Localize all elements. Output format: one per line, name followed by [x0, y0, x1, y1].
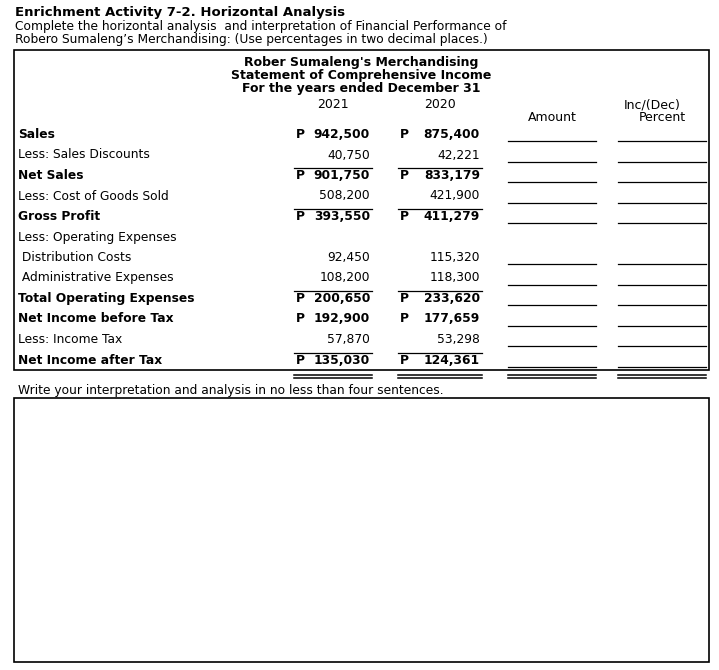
Text: For the years ended December 31: For the years ended December 31 [242, 82, 481, 95]
Text: Inc/(Dec): Inc/(Dec) [623, 98, 680, 111]
Text: Distribution Costs: Distribution Costs [18, 251, 132, 264]
Text: Sales: Sales [18, 128, 55, 141]
Text: Percent: Percent [638, 111, 685, 124]
Text: Write your interpretation and analysis in no less than four sentences.: Write your interpretation and analysis i… [18, 384, 444, 397]
Text: P: P [296, 169, 305, 182]
Text: Less: Income Tax: Less: Income Tax [18, 333, 122, 346]
Text: 177,659: 177,659 [423, 312, 480, 326]
Text: Less: Sales Discounts: Less: Sales Discounts [18, 149, 150, 161]
Text: Administrative Expenses: Administrative Expenses [18, 271, 173, 285]
Text: 42,221: 42,221 [437, 149, 480, 161]
Text: 124,361: 124,361 [424, 354, 480, 366]
Text: Robero Sumaleng’s Merchandising: (Use percentages in two decimal places.): Robero Sumaleng’s Merchandising: (Use pe… [15, 33, 487, 46]
Text: Net Income before Tax: Net Income before Tax [18, 312, 173, 326]
Text: P: P [296, 210, 305, 223]
Text: 135,030: 135,030 [313, 354, 370, 366]
Text: P: P [296, 354, 305, 366]
Bar [14, 50, 709, 370]
Text: 833,179: 833,179 [424, 169, 480, 182]
Text: 40,750: 40,750 [327, 149, 370, 161]
Text: P: P [400, 210, 409, 223]
Text: 108,200: 108,200 [319, 271, 370, 285]
Text: 942,500: 942,500 [313, 128, 370, 141]
Text: Net Sales: Net Sales [18, 169, 83, 182]
Text: Enrichment Activity 7-2. Horizontal Analysis: Enrichment Activity 7-2. Horizontal Anal… [15, 6, 345, 19]
Text: Net Income after Tax: Net Income after Tax [18, 354, 162, 366]
Text: 115,320: 115,320 [429, 251, 480, 264]
Text: 393,550: 393,550 [314, 210, 370, 223]
Text: 57,870: 57,870 [327, 333, 370, 346]
Text: P: P [400, 169, 409, 182]
Text: Rober Sumaleng's Merchandising: Rober Sumaleng's Merchandising [244, 56, 479, 69]
Text: 233,620: 233,620 [424, 292, 480, 305]
Text: P: P [296, 312, 305, 326]
Text: 508,200: 508,200 [319, 190, 370, 202]
Text: P: P [296, 128, 305, 141]
Text: P: P [400, 128, 409, 141]
Text: 53,298: 53,298 [437, 333, 480, 346]
Text: 875,400: 875,400 [423, 128, 480, 141]
Text: Statement of Comprehensive Income: Statement of Comprehensive Income [232, 69, 492, 82]
Text: Less: Operating Expenses: Less: Operating Expenses [18, 230, 177, 243]
Text: Complete the horizontal analysis  and interpretation of Financial Performance of: Complete the horizontal analysis and int… [15, 20, 506, 33]
Text: 192,900: 192,900 [313, 312, 370, 326]
Text: 92,450: 92,450 [327, 251, 370, 264]
Text: Less: Cost of Goods Sold: Less: Cost of Goods Sold [18, 190, 169, 202]
Text: P: P [400, 312, 409, 326]
Text: 2020: 2020 [424, 98, 456, 111]
Text: 200,650: 200,650 [313, 292, 370, 305]
Text: 421,900: 421,900 [430, 190, 480, 202]
Text: P: P [400, 354, 409, 366]
Text: 411,279: 411,279 [423, 210, 480, 223]
Bar [14, 398, 709, 662]
Text: Amount: Amount [528, 111, 577, 124]
Text: Total Operating Expenses: Total Operating Expenses [18, 292, 195, 305]
Text: P: P [400, 292, 409, 305]
Text: Gross Profit: Gross Profit [18, 210, 100, 223]
Text: P: P [296, 292, 305, 305]
Text: 118,300: 118,300 [429, 271, 480, 285]
Text: 2021: 2021 [317, 98, 349, 111]
Text: 901,750: 901,750 [313, 169, 370, 182]
